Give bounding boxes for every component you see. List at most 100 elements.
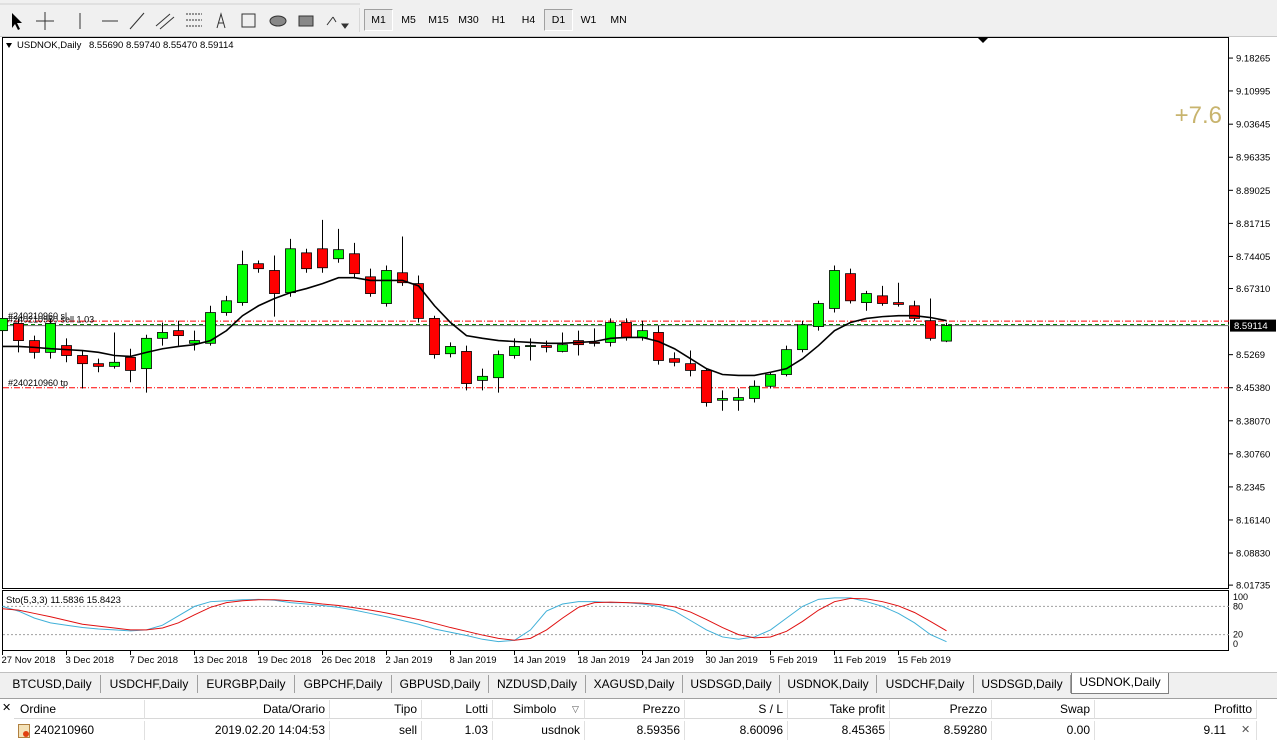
timeframe-button[interactable]: M30 [458, 14, 479, 26]
chart-tab[interactable]: USDCHF,Daily [101, 675, 198, 693]
order-cell: 8.60096 [685, 721, 788, 740]
candle-body [781, 349, 792, 375]
order-icon-dot [23, 731, 29, 737]
candle-body [829, 270, 840, 309]
order-icon [18, 724, 30, 738]
chart-tabs: BTCUSD,Daily USDCHF,Daily EURGBP,Daily GBPC… [0, 672, 1277, 695]
candle-body [797, 324, 808, 351]
indicator-tick-label: 20 [1233, 630, 1243, 640]
timeframe-button[interactable]: D1 [544, 9, 573, 31]
x-tick-label: 5 Feb 2019 [770, 655, 818, 666]
timeframe-button[interactable]: M5 [401, 14, 416, 26]
y-tick-label: 8.67310 [1236, 284, 1270, 295]
rect-tool[interactable] [298, 15, 314, 27]
candle-body [701, 370, 712, 403]
chart-tab[interactable]: BTCUSD,Daily [4, 675, 101, 693]
order-label: #240210960 tp [8, 378, 68, 388]
chart-tab[interactable]: USDNOK,Daily [1071, 673, 1169, 694]
column-header[interactable]: Lotti [422, 700, 493, 719]
ohlc: 8.55690 8.59740 8.55470 8.59114 [89, 40, 234, 51]
timeframe-button[interactable]: H4 [521, 14, 536, 26]
column-header[interactable]: Prezzo [585, 700, 685, 719]
stochastic-line [2, 597, 947, 641]
column-header[interactable]: Tipo [330, 700, 422, 719]
drawing-tools [0, 3, 360, 32]
candle-body [461, 351, 472, 384]
candle-body [845, 273, 856, 302]
candle-body [765, 374, 776, 387]
column-header[interactable]: Take profit [788, 700, 890, 719]
candle-body [493, 354, 504, 379]
current-price-box [1230, 319, 1276, 332]
x-tick-label: 8 Jan 2019 [450, 655, 497, 666]
column-header[interactable]: Simbolo [493, 700, 585, 719]
candle-body [93, 363, 104, 367]
column-header[interactable]: Profitto [1095, 700, 1257, 719]
label-tool[interactable] [241, 13, 256, 28]
chart-tab[interactable]: USDSGD,Daily [974, 675, 1071, 693]
column-header[interactable]: S / L [685, 700, 788, 719]
candle-body [653, 332, 664, 361]
chart-tab[interactable]: XAGUSD,Daily [586, 675, 683, 693]
arrows-tool[interactable] [326, 16, 349, 29]
chart-tab[interactable]: GBPCHF,Daily [295, 675, 392, 693]
indicator-tick-label: 0 [1233, 639, 1238, 649]
close-order[interactable]: ✕ [1241, 724, 1251, 736]
candle-body [941, 325, 952, 342]
candle-body [381, 270, 392, 304]
chart-tab[interactable]: GBPUSD,Daily [392, 675, 489, 693]
chart-tab[interactable]: NZDUSD,Daily [489, 675, 586, 693]
timeframes: M1 M5 M15 M30 H1 H4 D1 W1 MN [364, 9, 634, 31]
column-header[interactable]: Swap [992, 700, 1095, 719]
crosshair-tool[interactable] [36, 12, 54, 30]
chart-tab[interactable]: USDSGD,Daily [683, 675, 780, 693]
sort-icon: ▽ [572, 704, 579, 714]
chart-tab[interactable]: EURGBP,Daily [198, 675, 295, 693]
chart: USDNOK,Daily 8.55690 8.59740 8.55470 8.5… [0, 37, 1277, 672]
timeframe-button[interactable]: H1 [491, 14, 506, 26]
stochastic-line [2, 597, 947, 643]
candle-body [205, 312, 216, 344]
orders-table: ✕ Ordine Data/Orario Tipo Lotti Simbolo Prezz… [0, 698, 1277, 745]
fib-tool[interactable] [186, 13, 202, 27]
order-cell: 2019.02.20 14:04:53 [145, 721, 330, 740]
ellipse-tool[interactable] [269, 15, 287, 27]
candle-body [509, 346, 520, 356]
candle-body [445, 346, 456, 355]
candle-body [557, 344, 568, 352]
candle-body [413, 283, 424, 319]
y-tick-label: 8.01735 [1236, 581, 1270, 592]
candle-body [13, 323, 24, 341]
chart-tab[interactable]: USDCHF,Daily [877, 675, 974, 693]
candle-body [877, 295, 888, 304]
x-tick-label: 19 Dec 2018 [258, 655, 312, 666]
cursor-tool[interactable] [12, 13, 22, 30]
candle-body [173, 330, 184, 337]
candle-body [333, 249, 344, 260]
y-tick-label: 8.2345 [1236, 482, 1265, 493]
column-header[interactable]: Data/Orario [145, 700, 330, 719]
column-header[interactable]: Ordine [14, 700, 145, 719]
candle-body [189, 340, 200, 344]
x-tick-label: 3 Dec 2018 [66, 655, 115, 666]
column-header[interactable]: Prezzo [890, 700, 992, 719]
candle-body [269, 270, 280, 294]
chart-tab[interactable]: USDNOK,Daily [780, 675, 877, 693]
candle-body [525, 345, 536, 347]
timeframe-button[interactable]: W1 [580, 14, 597, 26]
timeframe-button[interactable]: M1 [364, 9, 393, 31]
trendline-tool[interactable] [129, 12, 145, 30]
x-tick-label: 7 Dec 2018 [130, 655, 179, 666]
close-panel[interactable]: ✕ [2, 702, 12, 714]
candle-body [157, 332, 168, 339]
x-tick-label: 11 Feb 2019 [834, 655, 887, 666]
candle-body [125, 356, 136, 371]
candle-body [397, 272, 408, 284]
y-tick-label: 8.45380 [1236, 383, 1270, 394]
chart-shift-marker [978, 38, 988, 43]
text-tool[interactable] [216, 12, 226, 29]
timeframe-button[interactable]: M15 [428, 14, 449, 26]
channel-tool[interactable] [155, 13, 175, 30]
timeframe-button[interactable]: MN [610, 14, 627, 26]
